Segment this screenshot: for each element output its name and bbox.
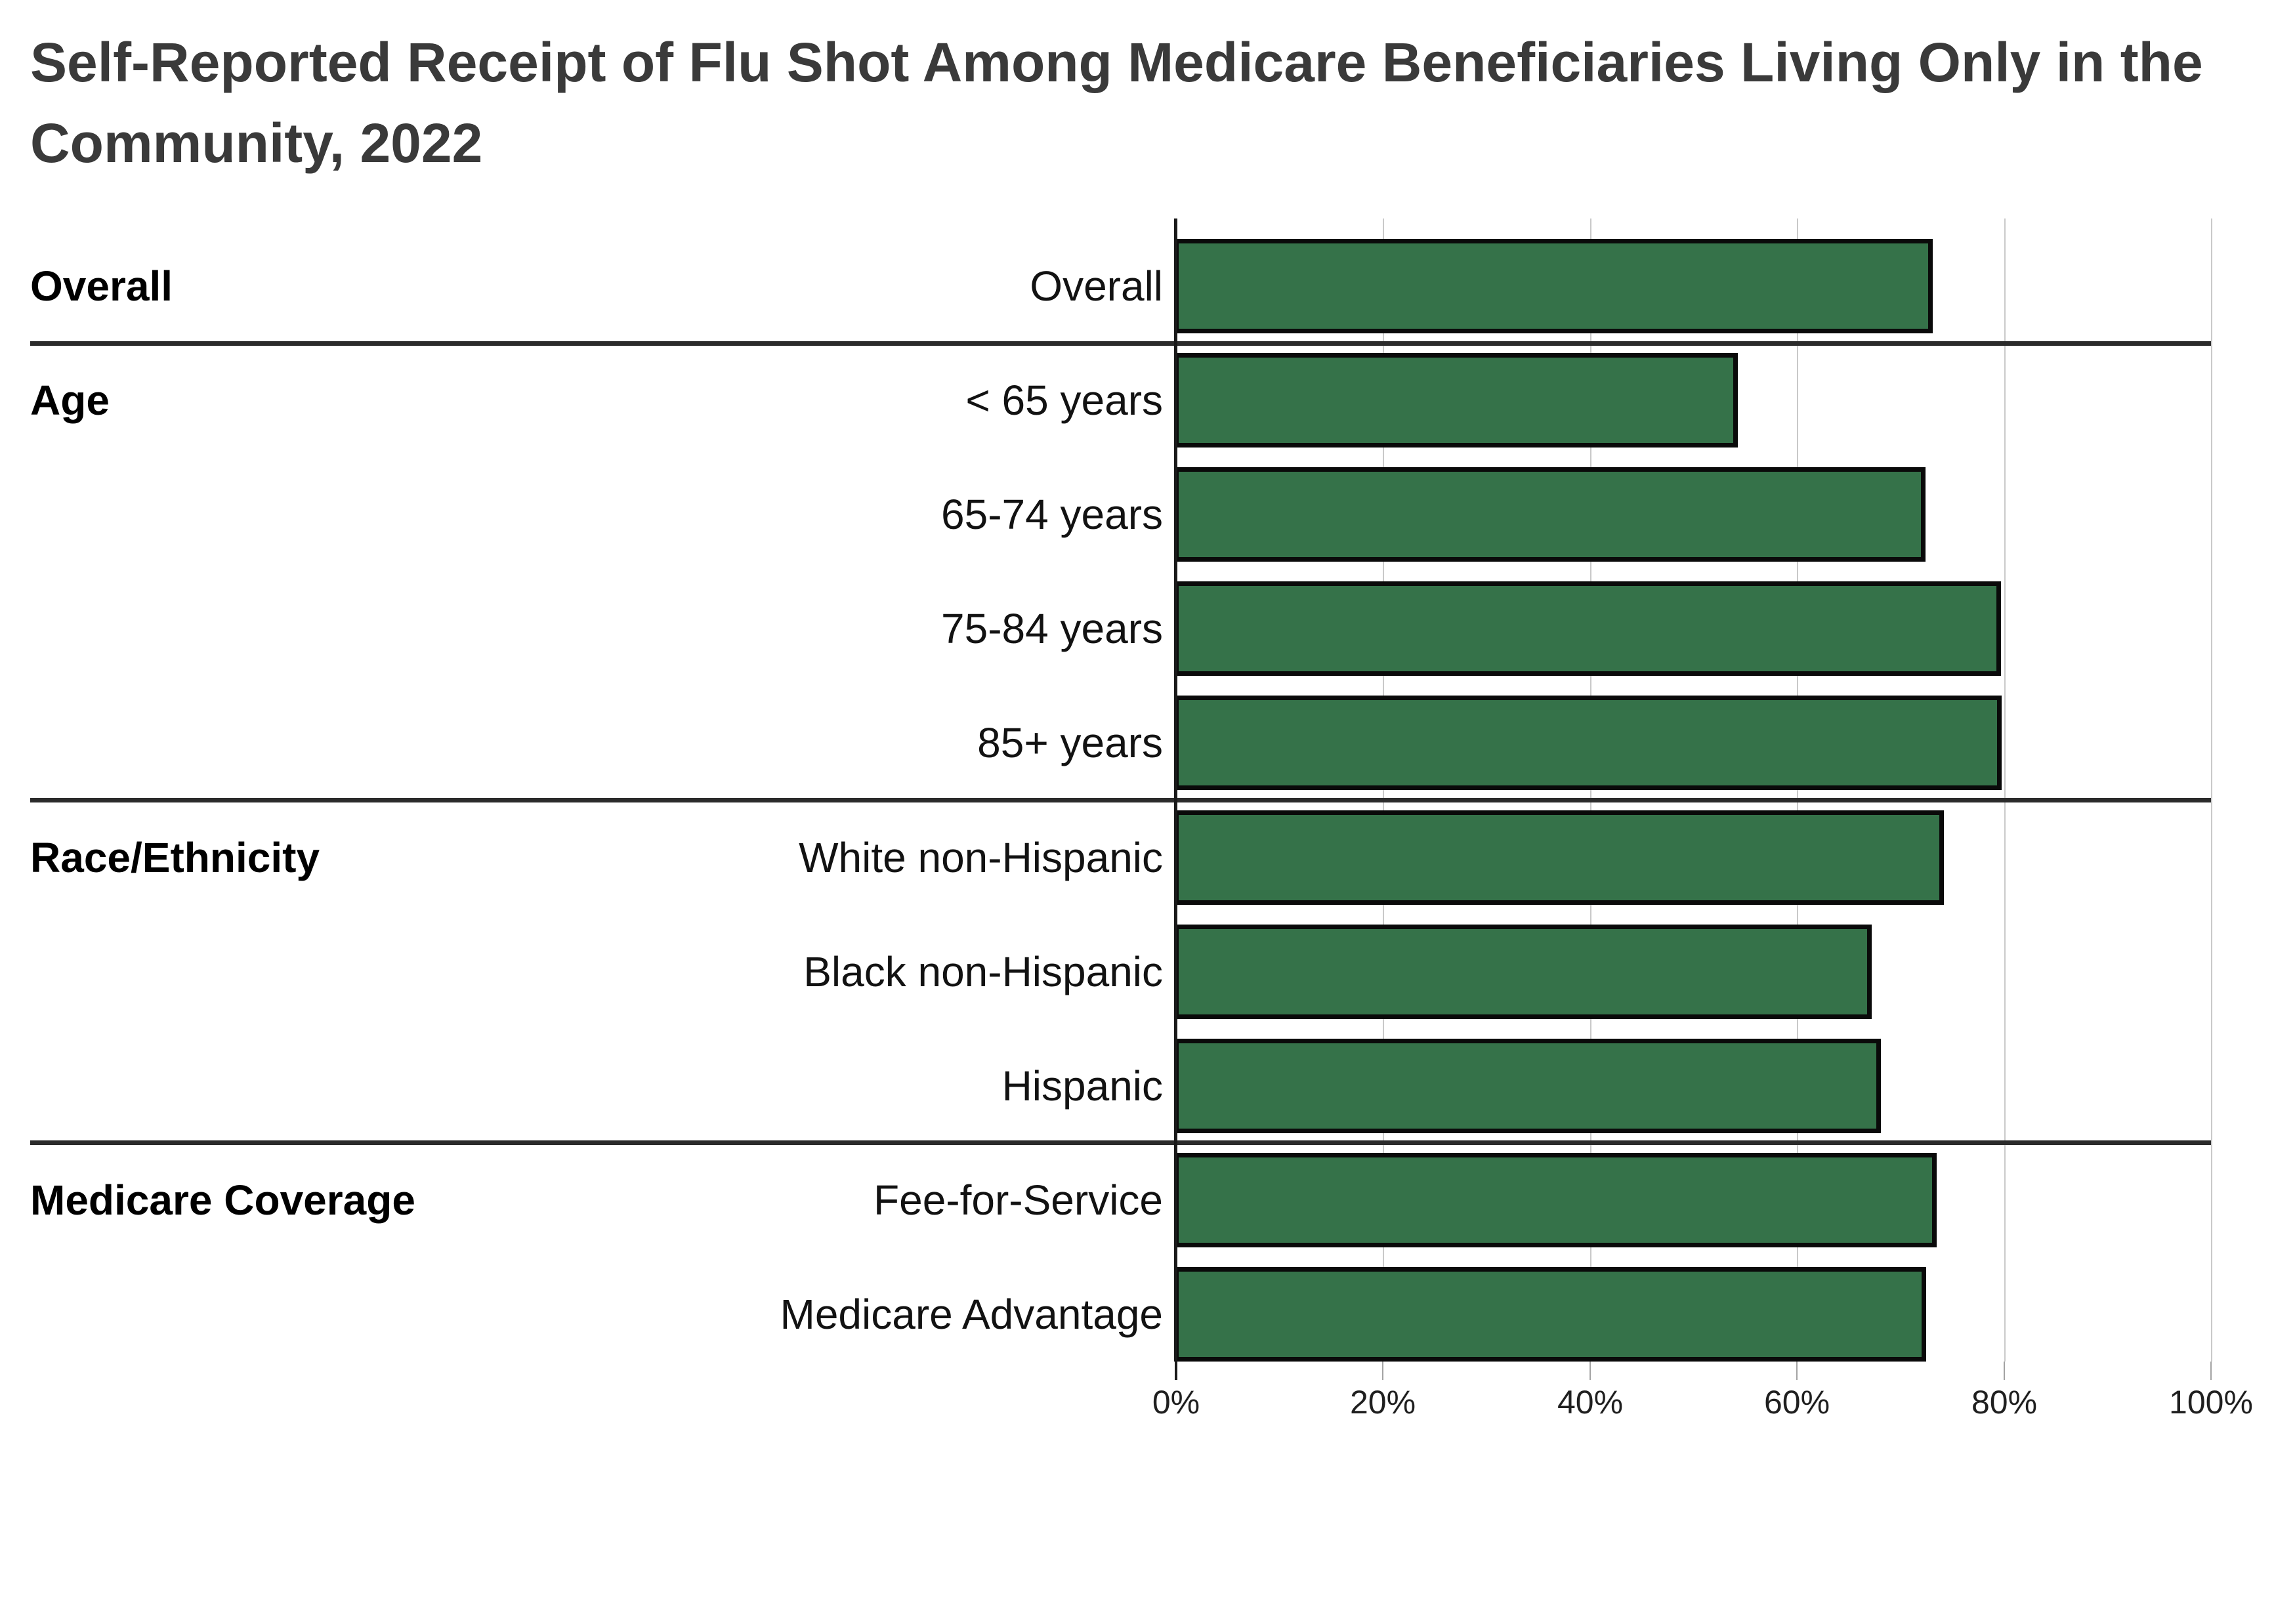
group-label-medicare-coverage: Medicare Coverage [30, 1176, 415, 1224]
x-axis-tick-label-60: 60% [1763, 1384, 1830, 1421]
x-axis-tick-40 [1590, 1362, 1591, 1380]
y-axis-line [1174, 219, 1177, 1362]
row-label-85-years: 85+ years [977, 719, 1163, 766]
bar-65-years [1174, 353, 1738, 448]
row-label-black-non-hispanic: Black non-Hispanic [803, 948, 1163, 995]
x-axis-tick-0 [1175, 1362, 1177, 1380]
bar-hispanic [1174, 1039, 1881, 1133]
bar-overall [1174, 239, 1933, 333]
gridline-60 [1797, 219, 1799, 1362]
x-axis-tick-100 [2210, 1362, 2212, 1380]
x-axis-tick-label-40: 40% [1557, 1384, 1624, 1421]
bar-75-84-years [1174, 581, 2001, 676]
x-axis-tick-label-0: 0% [1152, 1384, 1200, 1421]
row-label-medicare-advantage: Medicare Advantage [780, 1291, 1164, 1338]
row-label-65-years: < 65 years [965, 377, 1163, 424]
chart-title-line-1: Self-Reported Receipt of Flu Shot Among … [30, 31, 2203, 93]
bar-65-74-years [1174, 467, 1926, 562]
x-axis-tick-label-100: 100% [2169, 1384, 2253, 1421]
row-label-75-84-years: 75-84 years [941, 605, 1163, 652]
chart-title: Self-Reported Receipt of Flu Shot Among … [30, 22, 2262, 184]
chart-title-line-2: Community, 2022 [30, 112, 483, 174]
bar-black-non-hispanic [1174, 925, 1872, 1019]
x-axis-tick-60 [1796, 1362, 1798, 1380]
row-label-fee-for-service: Fee-for-Service [874, 1176, 1163, 1224]
row-label-65-74-years: 65-74 years [941, 491, 1163, 538]
row-label-hispanic: Hispanic [1001, 1062, 1163, 1110]
group-label-race-ethnicity: Race/Ethnicity [30, 834, 320, 881]
gridline-40 [1590, 219, 1591, 1362]
gridline-20 [1383, 219, 1385, 1362]
group-label-overall: Overall [30, 262, 173, 310]
bar-85-years [1174, 696, 2002, 790]
group-separator-3 [30, 1140, 2211, 1145]
group-label-age: Age [30, 377, 110, 424]
gridline-80 [2004, 219, 2006, 1362]
x-axis-tick-20 [1382, 1362, 1383, 1380]
group-separator-2 [30, 798, 2211, 802]
x-axis-tick-label-80: 80% [1971, 1384, 2038, 1421]
x-axis-tick-80 [2004, 1362, 2005, 1380]
row-label-white-non-hispanic: White non-Hispanic [799, 834, 1163, 881]
row-label-overall: Overall [1030, 262, 1163, 310]
x-axis-tick-label-20: 20% [1349, 1384, 1416, 1421]
bar-white-non-hispanic [1174, 810, 1944, 905]
bar-medicare-advantage [1174, 1267, 1926, 1362]
group-separator-1 [30, 341, 2211, 346]
bar-fee-for-service [1174, 1153, 1937, 1247]
gridline-100 [2211, 219, 2212, 1362]
